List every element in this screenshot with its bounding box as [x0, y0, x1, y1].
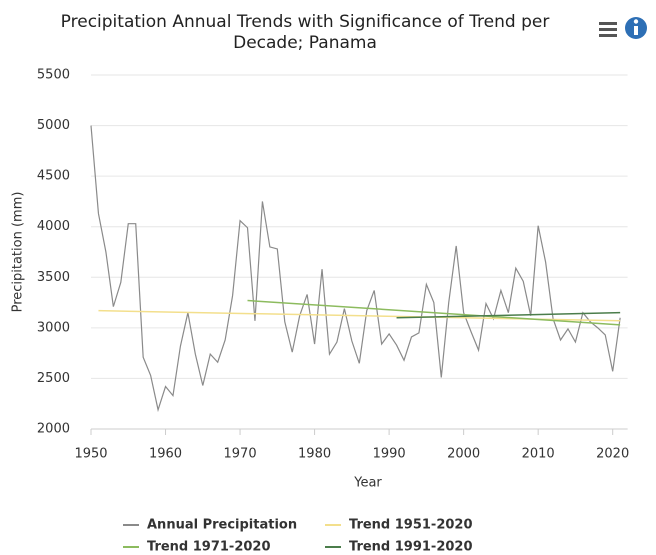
legend-label: Trend 1991-2020	[349, 540, 473, 555]
info-icon[interactable]	[625, 17, 647, 39]
series-line	[247, 299, 621, 326]
legend-label: Annual Precipitation	[147, 518, 297, 533]
y-tick-label: 2000	[37, 422, 70, 437]
chart-title: Precipitation Annual Trends with Signifi…	[61, 12, 550, 32]
x-tick-label: 2010	[522, 447, 555, 462]
y-tick-label: 3500	[37, 270, 70, 285]
y-axis-label: Precipitation (mm)	[11, 192, 26, 313]
menu-icon[interactable]	[599, 22, 617, 37]
x-axis-label: Year	[353, 476, 382, 491]
chart-subtitle: Decade; Panama	[233, 33, 377, 53]
x-tick-label: 1980	[298, 447, 331, 462]
y-tick-label: 5500	[37, 68, 70, 83]
legend-label: Trend 1951-2020	[349, 518, 473, 533]
x-tick-label: 2000	[447, 447, 480, 462]
x-tick-label: 1990	[373, 447, 406, 462]
y-tick-label: 4000	[37, 219, 70, 234]
x-tick-label: 1970	[224, 447, 257, 462]
x-tick-label: 1950	[74, 447, 107, 462]
legend-label: Trend 1971-2020	[147, 540, 271, 555]
x-tick-label: 2020	[596, 447, 629, 462]
y-tick-label: 2500	[37, 371, 70, 386]
series-line	[396, 311, 621, 319]
y-tick-label: 5000	[37, 118, 70, 133]
x-tick-label: 1960	[149, 447, 182, 462]
y-tick-label: 3000	[37, 320, 70, 335]
y-tick-label: 4500	[37, 169, 70, 184]
series-line	[90, 125, 621, 413]
